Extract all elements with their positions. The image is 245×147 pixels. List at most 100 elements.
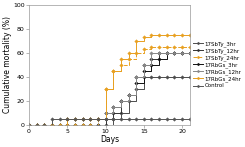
Line: 17SbTy_3hr: 17SbTy_3hr	[28, 75, 191, 126]
17SbTy_3hr	[119, 112, 122, 114]
17SbTy_24hr	[135, 52, 138, 54]
17RbGs_24hr	[43, 124, 46, 126]
17SbTy_3hr	[66, 124, 69, 126]
17RbGs_12hr	[165, 52, 168, 54]
17RbGs_24hr	[142, 36, 145, 38]
17SbTy_3hr	[89, 124, 92, 126]
Control	[89, 118, 92, 120]
17RbGs_24hr	[188, 34, 191, 36]
17RbGs_3hr	[112, 106, 115, 108]
Control	[142, 118, 145, 120]
17SbTy_24hr	[35, 124, 38, 126]
17RbGs_3hr	[43, 124, 46, 126]
17SbTy_3hr	[112, 118, 115, 120]
17RbGs_12hr	[181, 52, 184, 54]
17SbTy_3hr	[150, 76, 153, 78]
17SbTy_3hr	[158, 76, 161, 78]
17RbGs_24hr	[165, 34, 168, 36]
17SbTy_3hr	[142, 76, 145, 78]
17SbTy_12hr	[165, 52, 168, 54]
17SbTy_24hr	[165, 46, 168, 48]
17RbGs_12hr	[188, 52, 191, 54]
17RbGs_12hr	[27, 124, 30, 126]
17SbTy_3hr	[173, 76, 176, 78]
17SbTy_3hr	[181, 76, 184, 78]
17SbTy_3hr	[58, 124, 61, 126]
17SbTy_3hr	[74, 124, 76, 126]
17RbGs_3hr	[97, 118, 99, 120]
17RbGs_3hr	[50, 124, 53, 126]
17SbTy_24hr	[112, 70, 115, 72]
Control	[58, 118, 61, 120]
17SbTy_12hr	[112, 112, 115, 114]
17SbTy_12hr	[27, 124, 30, 126]
Legend: 17SbTy_3hr, 17SbTy_12hr, 17SbTy_24hr, 17RbGs_3hr, 17RbGs_12hr, 17RbGs_24hr, Cont: 17SbTy_3hr, 17SbTy_12hr, 17SbTy_24hr, 17…	[193, 40, 242, 89]
17RbGs_24hr	[27, 124, 30, 126]
17RbGs_24hr	[135, 40, 138, 42]
17RbGs_24hr	[173, 34, 176, 36]
17RbGs_24hr	[158, 34, 161, 36]
Control	[158, 118, 161, 120]
17RbGs_12hr	[58, 124, 61, 126]
17RbGs_12hr	[127, 94, 130, 96]
17SbTy_24hr	[66, 124, 69, 126]
17SbTy_24hr	[81, 124, 84, 126]
Control	[66, 118, 69, 120]
17RbGs_24hr	[35, 124, 38, 126]
Line: 17SbTy_24hr: 17SbTy_24hr	[28, 45, 191, 126]
17RbGs_24hr	[112, 70, 115, 72]
17RbGs_3hr	[165, 52, 168, 54]
17RbGs_3hr	[142, 70, 145, 72]
Control	[35, 124, 38, 126]
17RbGs_12hr	[74, 118, 76, 120]
Line: 17RbGs_24hr: 17RbGs_24hr	[28, 34, 191, 126]
Line: 17RbGs_12hr: 17RbGs_12hr	[28, 51, 191, 126]
17RbGs_12hr	[50, 124, 53, 126]
17RbGs_24hr	[81, 118, 84, 120]
17SbTy_24hr	[188, 46, 191, 48]
Control	[97, 118, 99, 120]
17RbGs_3hr	[104, 112, 107, 114]
17SbTy_24hr	[127, 58, 130, 60]
17SbTy_12hr	[89, 124, 92, 126]
Control	[165, 118, 168, 120]
17RbGs_3hr	[188, 52, 191, 54]
17SbTy_12hr	[97, 124, 99, 126]
17SbTy_3hr	[188, 76, 191, 78]
17RbGs_12hr	[97, 118, 99, 120]
17RbGs_3hr	[74, 118, 76, 120]
17RbGs_24hr	[89, 118, 92, 120]
17SbTy_24hr	[89, 124, 92, 126]
17RbGs_12hr	[173, 52, 176, 54]
17SbTy_12hr	[158, 52, 161, 54]
17RbGs_12hr	[112, 106, 115, 108]
17RbGs_12hr	[150, 52, 153, 54]
17RbGs_24hr	[50, 124, 53, 126]
17SbTy_12hr	[173, 52, 176, 54]
17RbGs_12hr	[35, 124, 38, 126]
Control	[173, 118, 176, 120]
17SbTy_3hr	[97, 124, 99, 126]
17RbGs_3hr	[81, 118, 84, 120]
17SbTy_24hr	[119, 64, 122, 66]
17RbGs_24hr	[119, 58, 122, 60]
17RbGs_12hr	[66, 118, 69, 120]
17SbTy_12hr	[43, 124, 46, 126]
17RbGs_24hr	[97, 118, 99, 120]
17RbGs_3hr	[158, 58, 161, 60]
17SbTy_12hr	[35, 124, 38, 126]
17RbGs_3hr	[66, 118, 69, 120]
17RbGs_24hr	[150, 34, 153, 36]
Line: 17RbGs_3hr: 17RbGs_3hr	[28, 51, 191, 126]
17SbTy_12hr	[66, 124, 69, 126]
17RbGs_24hr	[127, 52, 130, 54]
17RbGs_3hr	[127, 94, 130, 96]
Control	[119, 118, 122, 120]
17SbTy_3hr	[165, 76, 168, 78]
17RbGs_24hr	[74, 118, 76, 120]
17SbTy_12hr	[81, 124, 84, 126]
17SbTy_24hr	[173, 46, 176, 48]
17RbGs_3hr	[27, 124, 30, 126]
17SbTy_24hr	[150, 46, 153, 48]
17RbGs_24hr	[66, 118, 69, 120]
